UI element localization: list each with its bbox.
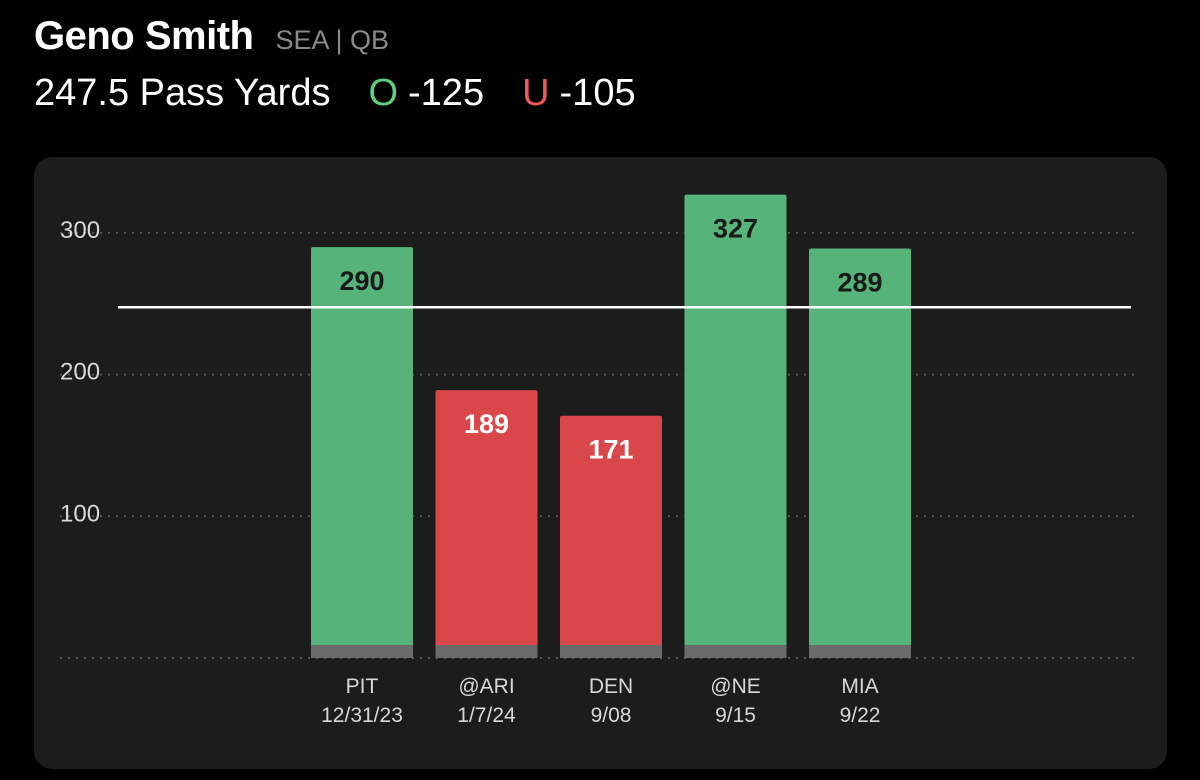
bar-base — [684, 645, 787, 658]
x-opponent-label: DEN — [589, 675, 633, 698]
bar-group[interactable]: 289 MIA 9/22 — [809, 248, 911, 727]
bar-group[interactable]: 290 PIT 12/31/23 — [311, 247, 413, 727]
x-opponent-label: @NE — [710, 675, 761, 698]
bar-base — [435, 645, 538, 658]
bar-value-label: 289 — [837, 267, 882, 297]
x-date-label: 9/15 — [715, 704, 756, 727]
over-odds[interactable]: O -125 — [368, 72, 484, 115]
x-opponent-label: @ARI — [458, 675, 514, 698]
player-title-row: Geno Smith SEA | QB — [34, 14, 1174, 66]
x-date-label: 12/31/23 — [321, 704, 403, 727]
pass-yards-chart: 100 200 300 290 PIT 12/31/23 189 @ARI 1/7/24 171 D… — [60, 194, 1134, 727]
bar-base — [311, 645, 413, 658]
y-tick-label: 300 — [60, 217, 100, 244]
x-date-label: 9/22 — [840, 704, 881, 727]
prop-header: Geno Smith SEA | QB 247.5 Pass Yards O -… — [34, 14, 1174, 115]
over-letter: O — [368, 72, 399, 114]
under-letter: U — [522, 72, 550, 114]
bar-value-label: 189 — [464, 409, 509, 439]
bar-group[interactable]: 171 DEN 9/08 — [560, 415, 662, 727]
bar[interactable] — [435, 390, 538, 658]
bar[interactable] — [684, 194, 787, 658]
prop-line: 247.5 Pass Yards — [34, 72, 331, 114]
x-opponent-label: MIA — [841, 675, 878, 698]
bar-value-label: 327 — [713, 214, 758, 244]
bar-base — [560, 645, 662, 658]
bar[interactable] — [809, 248, 911, 658]
chart-card: 100 200 300 290 PIT 12/31/23 189 @ARI 1/7/24 171 D… — [34, 157, 1167, 769]
prop-line-row: 247.5 Pass Yards O -125 U -105 — [34, 72, 1174, 115]
under-odds[interactable]: U -105 — [522, 72, 636, 115]
bar-base — [809, 645, 911, 658]
over-odds-value: -125 — [408, 72, 485, 114]
bar[interactable] — [560, 415, 662, 658]
under-odds-value: -105 — [559, 72, 636, 114]
team-position: SEA | QB — [275, 25, 390, 55]
y-tick-label: 200 — [60, 359, 100, 386]
bar-group[interactable]: 189 @ARI 1/7/24 — [435, 390, 538, 727]
bar-value-label: 171 — [588, 435, 633, 465]
y-tick-label: 100 — [60, 500, 100, 527]
bar[interactable] — [311, 247, 413, 658]
x-date-label: 1/7/24 — [457, 704, 516, 727]
bar-value-label: 290 — [339, 266, 384, 296]
bar-group[interactable]: 327 @NE 9/15 — [684, 194, 787, 727]
x-opponent-label: PIT — [346, 675, 379, 698]
player-name: Geno Smith — [34, 14, 254, 58]
x-date-label: 9/08 — [591, 704, 632, 727]
